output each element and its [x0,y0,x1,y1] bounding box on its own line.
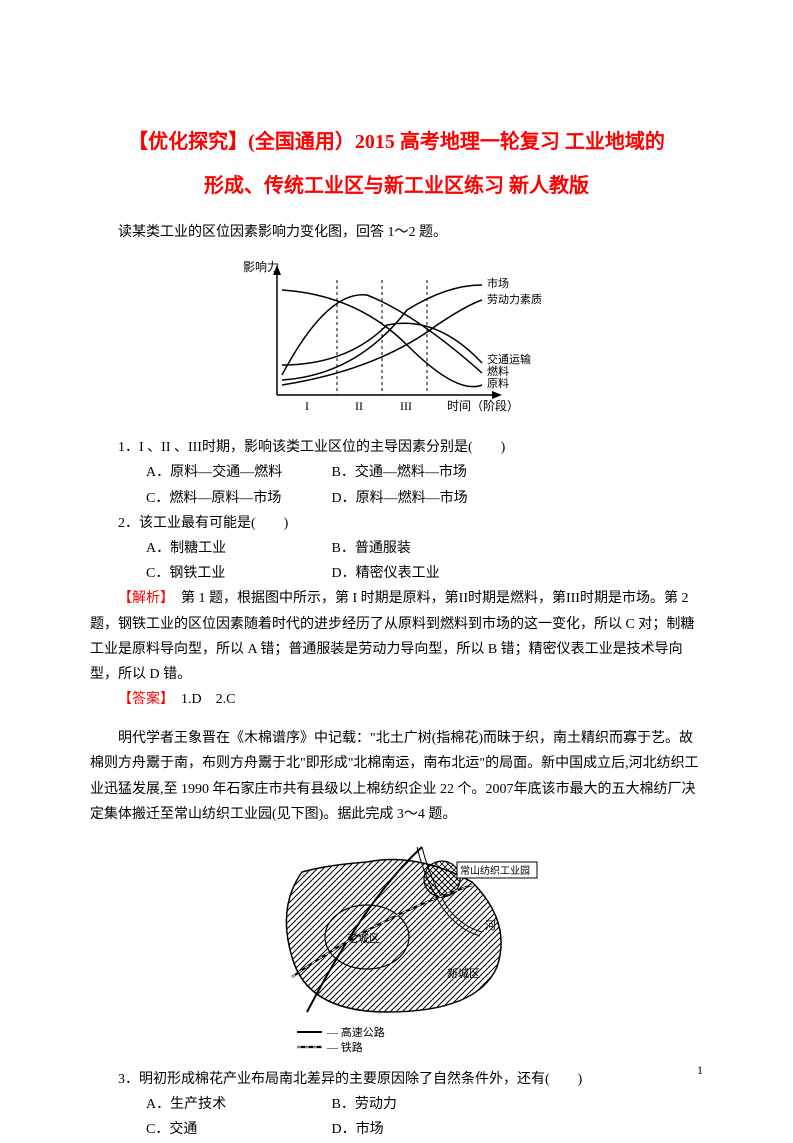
chart1-label-market: 市场 [487,276,509,290]
q1-stem: 1．I 、II 、III时期，影响该类工业区位的主导因素分别是( ) [90,435,703,460]
chart1-label-labor: 劳动力素质 [487,293,542,306]
q3-optC: C．交通 [118,1117,328,1142]
q3-stem: 3．明初形成棉花产业布局南北差异的主要原因除了自然条件外，还有( ) [90,1067,703,1092]
q3-optA: A．生产技术 [118,1092,328,1117]
q2-options-row2: C．钢铁工业 D．精密仪表工业 [90,561,703,586]
map-legend-rail: — 铁路 [326,1041,363,1054]
q1-optC: C．燃料—原料—市场 [118,486,328,511]
map-river-label: 河 [485,919,496,932]
chart1-period-3: III [400,399,412,413]
answer-label: 【答案】 [118,692,167,707]
q3-options-row2: C．交通 D．市场 [90,1117,703,1142]
chart-1: 影响力 市场 劳动力素质 交通运输 燃料 原料 I II III 时间（阶段） [90,255,703,425]
answer: 【答案】 1.D 2.C [90,687,703,712]
chart1-period-2: II [355,399,363,413]
q1-optA: A．原料—交通—燃料 [118,460,328,485]
page-number: 1 [697,1060,703,1082]
map-park-label: 常山纺织工业园 [460,864,530,877]
q1-optD: D．原料—燃料—市场 [332,491,468,506]
map-new-label: 新城区 [447,966,480,980]
q2-optB: B．普通服装 [332,541,411,556]
q1-options-row2: C．燃料—原料—市场 D．原料—燃料—市场 [90,486,703,511]
chart1-label-transport: 交通运输 [487,352,531,366]
q3-optB: B．劳动力 [332,1097,397,1112]
title-line-1: 【优化探究】(全国通用）2015 高考地理一轮复习 工业地域的 [90,120,703,164]
q2-optA: A．制糖工业 [118,536,328,561]
analysis-text: 第 1 题，根据图中所示，第 I 时期是原料，第II时期是燃料，第III时期是市… [90,591,694,682]
q1-optB: B．交通—燃料—市场 [332,465,467,480]
q2-optC: C．钢铁工业 [118,561,328,586]
passage-2: 明代学者王象晋在《木棉谱序》中记载："北土广树(指棉花)而昧于织，南土精织而寡于… [90,726,703,827]
chart1-period-1: I [305,399,309,413]
intro-text: 读某类工业的区位因素影响力变化图，回答 1～2 题。 [90,220,703,245]
answer-text: 1.D 2.C [167,692,235,707]
map-legend-highway: — 高速公路 [326,1025,385,1039]
q2-stem: 2．该工业最有可能是( ) [90,511,703,536]
chart1-ylabel: 影响力 [243,259,279,274]
analysis-label: 【解析】 [118,591,167,606]
chart1-label-raw: 原料 [487,376,509,390]
q2-options-row1: A．制糖工业 B．普通服装 [90,536,703,561]
q1-options-row1: A．原料—交通—燃料 B．交通—燃料—市场 [90,460,703,485]
chart1-label-fuel: 燃料 [487,364,509,378]
analysis: 【解析】 第 1 题，根据图中所示，第 I 时期是原料，第II时期是燃料，第II… [90,586,703,687]
chart1-xlabel: 时间（阶段） [447,398,519,413]
map-figure: 老城区 新城区 常山纺织工业园 河 — 高速公路 — 铁路 [90,837,703,1057]
q2-optD: D．精密仪表工业 [332,566,440,581]
q3-options-row1: A．生产技术 B．劳动力 [90,1092,703,1117]
q3-optD: D．市场 [332,1122,384,1137]
title-line-2: 形成、传统工业区与新工业区练习 新人教版 [90,164,703,208]
